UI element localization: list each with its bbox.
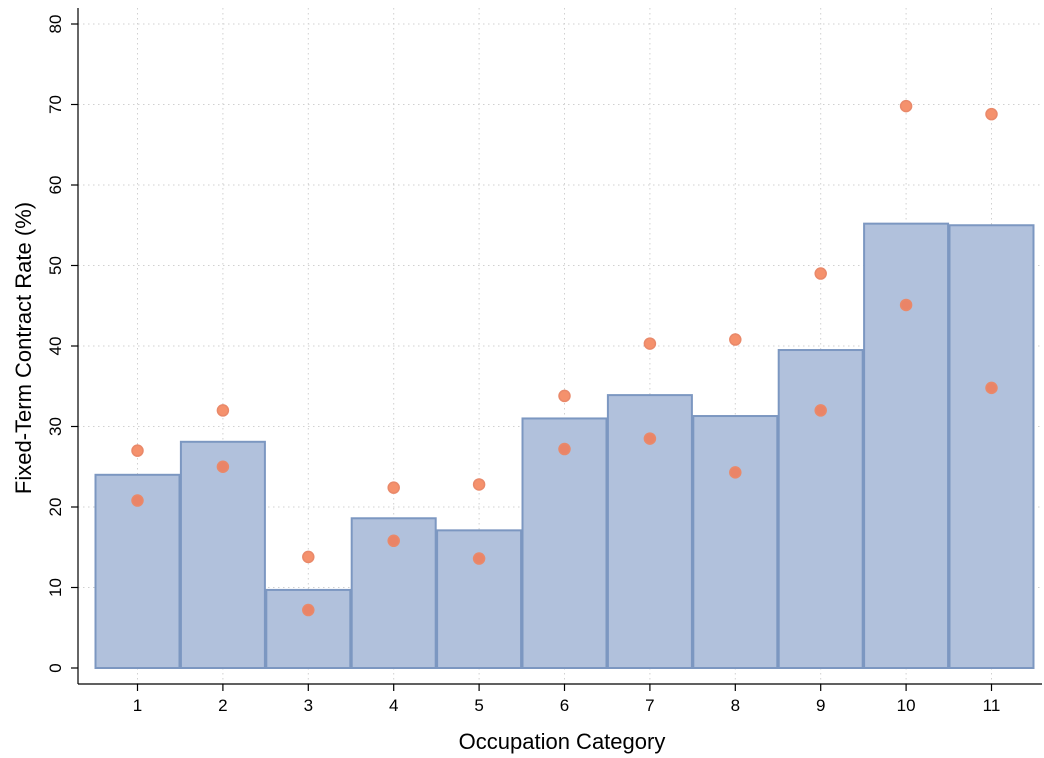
x-tick-label-5: 5 xyxy=(474,696,483,715)
bar-5 xyxy=(436,529,523,669)
point-lower-11 xyxy=(985,381,998,395)
bar-8 xyxy=(692,415,779,669)
y-tick-label-70: 70 xyxy=(46,95,65,114)
point-upper-5 xyxy=(472,478,486,491)
bar-2 xyxy=(179,440,266,670)
point-lower-2 xyxy=(216,460,230,473)
x-tick-label-8: 8 xyxy=(731,696,740,715)
y-tick-label-50: 50 xyxy=(46,256,65,275)
y-tick-label-0: 0 xyxy=(46,663,65,672)
y-tick-label-60: 60 xyxy=(46,176,65,195)
y-axis-title: Fixed-Term Contract Rate (%) xyxy=(11,202,36,494)
x-tick-label-1: 1 xyxy=(133,696,142,715)
point-lower-9 xyxy=(814,404,827,417)
y-tick-label-40: 40 xyxy=(46,337,65,356)
point-upper-3 xyxy=(302,550,315,564)
point-lower-5 xyxy=(472,552,486,565)
bar-10 xyxy=(863,222,950,669)
points xyxy=(131,99,998,617)
y-tick-label-80: 80 xyxy=(46,15,65,34)
y-tick-label-20: 20 xyxy=(46,498,65,517)
point-upper-2 xyxy=(216,404,230,417)
point-upper-11 xyxy=(985,107,998,121)
point-upper-1 xyxy=(131,444,144,457)
bars xyxy=(94,222,1035,670)
point-lower-3 xyxy=(302,603,315,617)
point-lower-10 xyxy=(899,298,913,312)
bar-3 xyxy=(265,588,352,669)
x-axis-title: Occupation Category xyxy=(459,729,666,754)
point-lower-8 xyxy=(729,466,742,479)
point-upper-6 xyxy=(558,389,571,403)
x-tick-label-10: 10 xyxy=(897,696,916,715)
point-upper-8 xyxy=(729,333,742,346)
bar-11 xyxy=(948,224,1035,669)
x-tick-label-6: 6 xyxy=(560,696,569,715)
y-tick-label-10: 10 xyxy=(46,578,65,597)
x-tick-label-7: 7 xyxy=(645,696,654,715)
y-tick-label-30: 30 xyxy=(46,417,65,436)
point-lower-7 xyxy=(643,432,657,445)
point-upper-4 xyxy=(387,481,400,494)
bar-1 xyxy=(94,473,181,669)
point-lower-1 xyxy=(131,494,144,507)
point-lower-6 xyxy=(558,442,571,456)
bar-6 xyxy=(521,417,608,670)
axes: 0 10 20 30 40 50 60 70 80 1 2 3 4 5 6 7 8 9 10 11 xyxy=(46,8,1042,715)
x-tick-label-4: 4 xyxy=(389,696,398,715)
point-lower-4 xyxy=(387,534,400,548)
point-upper-7 xyxy=(643,337,657,350)
point-upper-9 xyxy=(814,267,827,280)
x-tick-label-3: 3 xyxy=(304,696,313,715)
point-upper-10 xyxy=(899,99,913,113)
x-tick-label-2: 2 xyxy=(218,696,227,715)
x-tick-label-11: 11 xyxy=(983,696,1001,715)
x-tick-label-9: 9 xyxy=(816,696,825,715)
bar-9 xyxy=(777,349,864,669)
